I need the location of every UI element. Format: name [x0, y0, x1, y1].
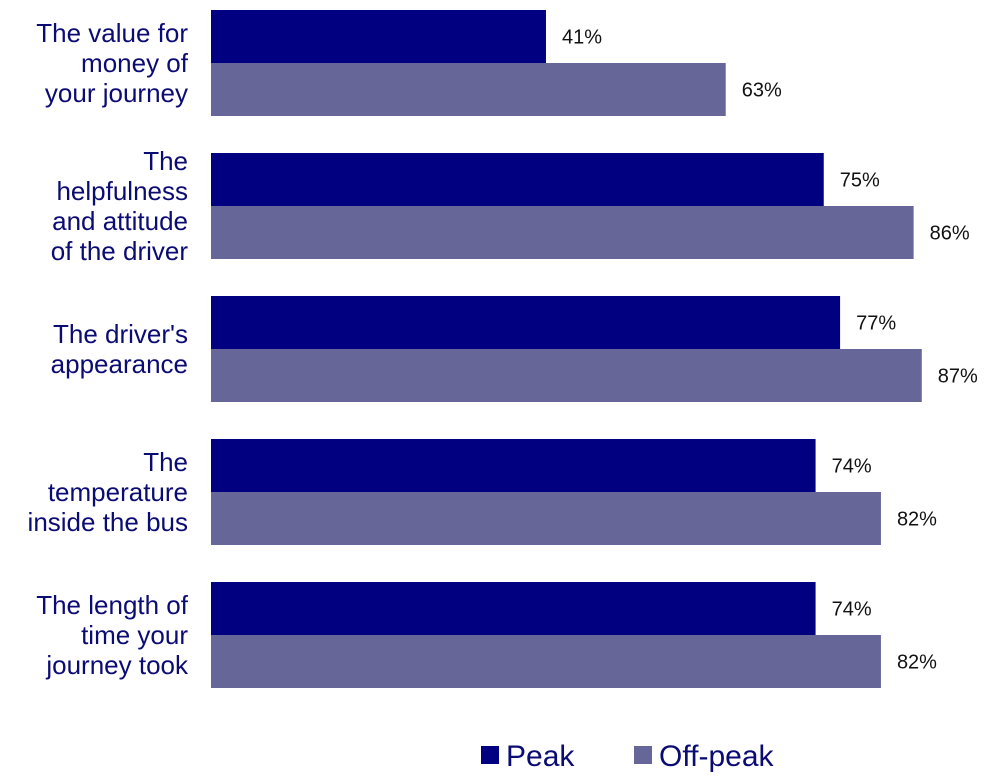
bars-layer [211, 10, 922, 688]
value-label: 74% [832, 456, 872, 478]
bar-peak-0 [211, 10, 546, 63]
bar-off-peak-0 [211, 63, 726, 116]
category-label: The helpfulness and attitude of the driver [51, 146, 189, 266]
category-label-line: and attitude [52, 206, 188, 236]
bar-off-peak-3 [211, 492, 881, 545]
category-label-line: your journey [45, 78, 188, 108]
bar-off-peak-2 [211, 349, 922, 402]
bar-peak-3 [211, 439, 816, 492]
category-label-line: inside the bus [28, 507, 188, 537]
value-label: 82% [897, 509, 937, 531]
value-label: 77% [856, 313, 896, 335]
value-label: 86% [930, 223, 970, 245]
legend-label: Off-peak [659, 740, 775, 773]
category-label: The driver's appearance [51, 319, 188, 379]
category-label-line: temperature [48, 477, 188, 507]
bar-peak-4 [211, 582, 816, 635]
value-label: 63% [742, 80, 782, 102]
bar-peak-2 [211, 296, 841, 349]
category-label-line: The length of [36, 590, 189, 620]
value-label: 87% [938, 366, 978, 388]
category-label-line: time your [81, 620, 188, 650]
category-label-line: of the driver [51, 236, 189, 266]
legend-label: Peak [506, 740, 575, 773]
category-label-line: The value for [36, 18, 188, 48]
category-label-line: helpfulness [56, 176, 188, 206]
category-label-line: appearance [51, 349, 188, 379]
legend: Peak Off-peak [481, 740, 775, 773]
category-label: The temperature inside the bus [28, 447, 188, 537]
bar-peak-1 [211, 153, 824, 206]
category-label-line: money of [81, 48, 189, 78]
category-label-line: The [143, 447, 188, 477]
legend-swatch [481, 746, 499, 764]
category-label-line: journey took [45, 650, 189, 680]
value-label: 41% [562, 27, 602, 49]
bar-off-peak-1 [211, 206, 914, 259]
bar-off-peak-4 [211, 635, 881, 688]
category-label-line: The [143, 146, 188, 176]
value-label: 74% [832, 599, 872, 621]
legend-swatch [634, 746, 652, 764]
value-label: 82% [897, 652, 937, 674]
value-labels: 41% 63% 75% 86% 77% 87% 74% 82% 74% 82% [562, 27, 978, 674]
category-label-line: The driver's [53, 319, 188, 349]
value-label: 75% [840, 170, 880, 192]
category-label: The value for money of your journey [36, 18, 189, 108]
category-label: The length of time your journey took [36, 590, 189, 680]
